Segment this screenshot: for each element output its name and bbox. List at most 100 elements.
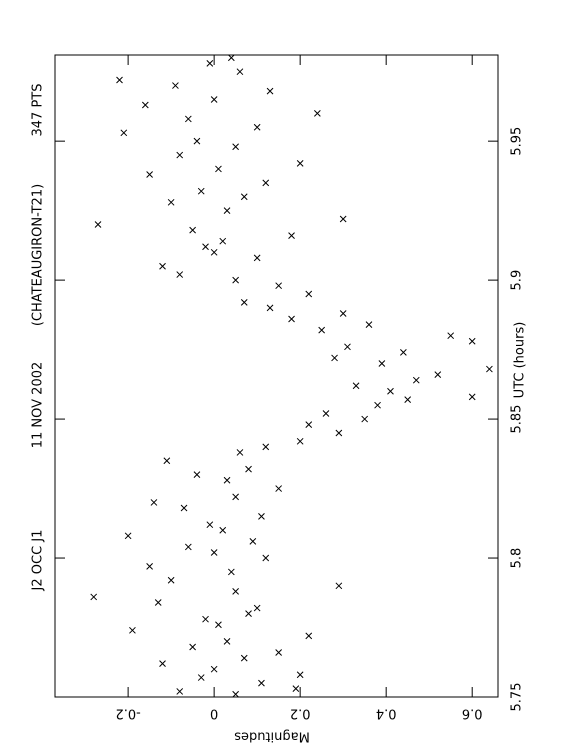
- data-point: [219, 237, 227, 245]
- data-point: [223, 476, 231, 484]
- data-point: [150, 499, 158, 506]
- data-point: [275, 282, 283, 290]
- data-point: [387, 387, 394, 395]
- y-axis-label: Magnitudes: [234, 729, 310, 744]
- data-point: [412, 376, 420, 384]
- data-point: [232, 493, 239, 501]
- data-point: [404, 396, 412, 403]
- data-point: [288, 232, 295, 240]
- data-point: [486, 365, 493, 373]
- data-point: [262, 443, 270, 451]
- data-point: [305, 290, 313, 298]
- data-point: [184, 115, 192, 123]
- data-point: [339, 310, 347, 317]
- data-point: [197, 187, 205, 195]
- title-part: J2 OCC J1: [31, 530, 46, 592]
- data-point: [314, 110, 321, 117]
- title-part: 347 PTS: [31, 84, 46, 137]
- data-point: [236, 449, 244, 456]
- x-tick-label: 5.85: [510, 405, 525, 434]
- data-point: [262, 554, 270, 562]
- data-point: [206, 521, 214, 529]
- data-point: [189, 226, 196, 234]
- x-tick-label: 5.8: [510, 548, 525, 569]
- data-point: [215, 621, 222, 629]
- data-point: [253, 604, 261, 612]
- data-point: [90, 593, 98, 601]
- data-point: [202, 243, 209, 251]
- data-point: [206, 59, 214, 67]
- data-point: [253, 254, 261, 262]
- data-point: [318, 326, 326, 334]
- data-point: [197, 674, 205, 681]
- data-point: [275, 649, 283, 656]
- data-point: [296, 671, 304, 679]
- y-tick-label: 0: [210, 706, 218, 721]
- data-point: [240, 193, 248, 201]
- data-point: [223, 638, 231, 645]
- data-point: [227, 568, 235, 576]
- data-point: [180, 504, 188, 512]
- data-point: [202, 615, 209, 623]
- data-point: [240, 654, 248, 662]
- data-point: [116, 76, 123, 84]
- y-tick-label: -0.2: [115, 706, 140, 721]
- data-point: [232, 143, 239, 151]
- x-axis-label: UTC (hours): [513, 322, 528, 399]
- data-point: [146, 171, 153, 178]
- data-point: [215, 165, 222, 173]
- data-point: [275, 485, 283, 492]
- data-point: [245, 610, 252, 617]
- y-tick-label: 0.6: [462, 706, 483, 721]
- data-point: [262, 179, 270, 187]
- data-point: [210, 248, 218, 256]
- data-point: [176, 271, 184, 278]
- x-tick-label: 5.75: [510, 683, 525, 712]
- data-point: [258, 679, 265, 687]
- data-point: [296, 437, 304, 445]
- data-point: [129, 626, 136, 634]
- x-tick-label: 5.95: [510, 127, 525, 156]
- data-point: [331, 354, 338, 362]
- data-point: [210, 549, 218, 556]
- data-point: [236, 68, 244, 76]
- data-point: [400, 349, 407, 356]
- data-point: [167, 198, 175, 206]
- x-tick-label: 5.9: [510, 270, 525, 291]
- data-point: [335, 429, 343, 437]
- data-point: [434, 371, 442, 378]
- data-point: [223, 207, 231, 214]
- data-point: [322, 410, 330, 417]
- data-point: [378, 360, 386, 367]
- data-point: [365, 321, 373, 328]
- data-point: [141, 101, 149, 109]
- title-part: 11 NOV 2002: [31, 362, 46, 449]
- data-point: [167, 576, 175, 584]
- data-point: [210, 665, 218, 673]
- data-point: [232, 588, 239, 595]
- data-point: [172, 82, 179, 89]
- data-point: [361, 415, 369, 423]
- data-point: [159, 262, 166, 270]
- y-tick-label: 0.2: [290, 706, 311, 721]
- data-point: [374, 401, 381, 409]
- plot-frame: [54, 54, 499, 698]
- data-point: [258, 512, 265, 520]
- data-point: [288, 315, 295, 323]
- data-point: [154, 599, 162, 606]
- data-point: [232, 276, 239, 284]
- data-point: [240, 298, 248, 306]
- title-part: (CHATEAUGIRON-T21): [31, 184, 46, 326]
- data-point: [339, 215, 347, 223]
- data-point: [159, 660, 166, 668]
- data-point: [245, 465, 252, 473]
- data-point: [447, 332, 455, 340]
- data-point: [193, 137, 201, 145]
- data-point: [163, 457, 171, 465]
- data-point: [468, 337, 476, 345]
- data-point: [227, 54, 235, 62]
- data-point: [176, 151, 184, 159]
- data-point: [184, 543, 192, 551]
- data-point: [266, 304, 274, 312]
